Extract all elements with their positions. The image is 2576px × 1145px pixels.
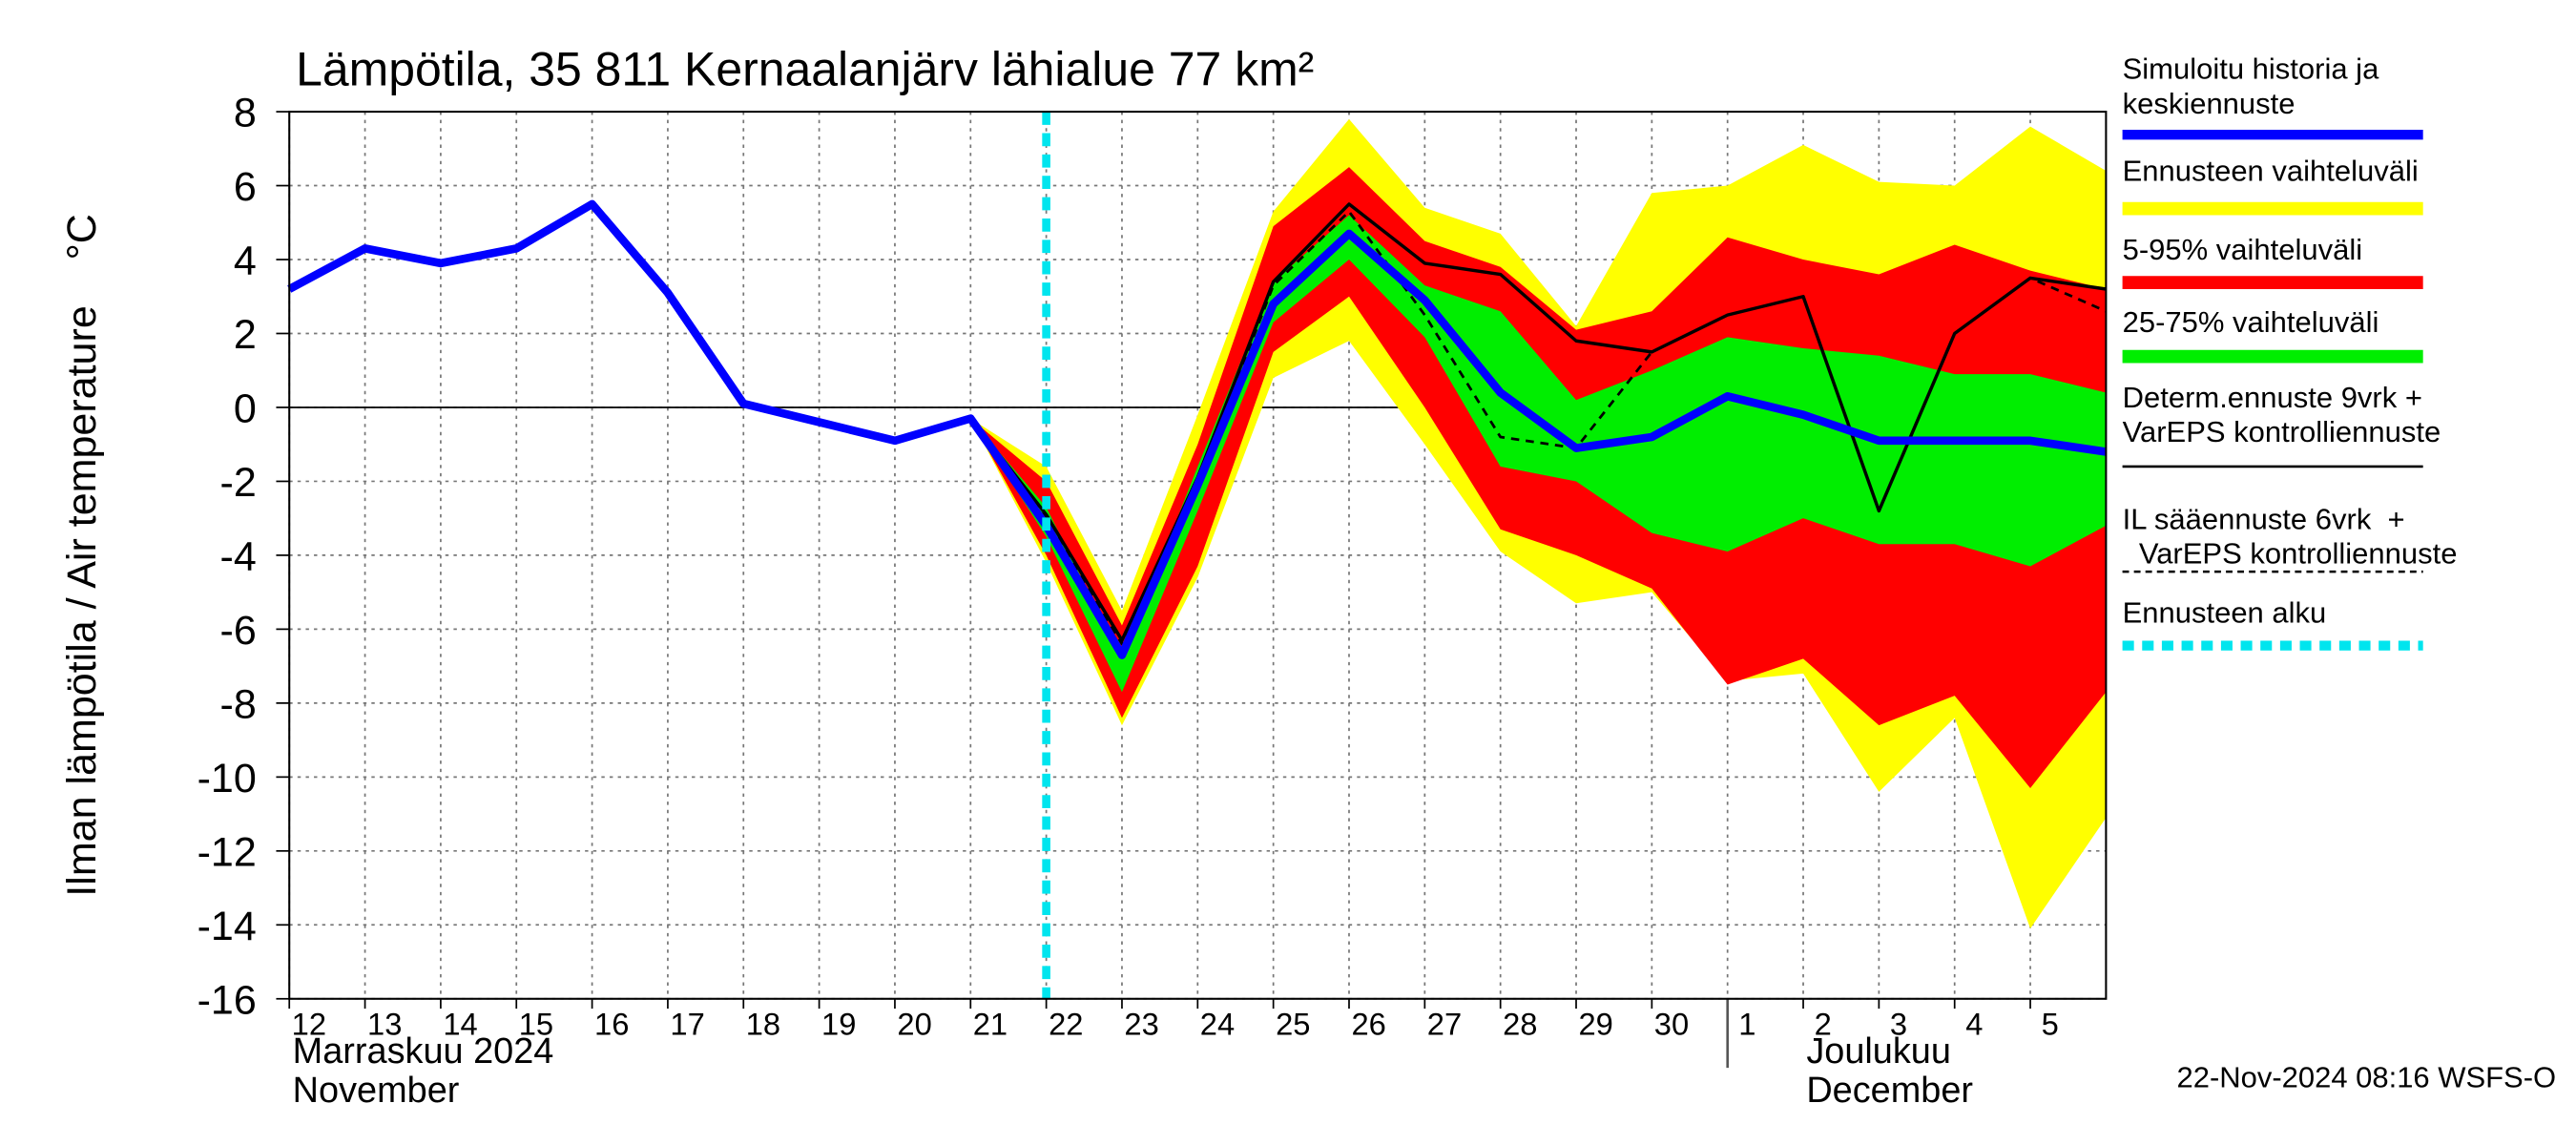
x-tick-label: 23 (1124, 1007, 1158, 1042)
x-tick-label: 30 (1654, 1007, 1689, 1042)
footer: 22-Nov-2024 08:16 WSFS-O (2177, 1061, 2557, 1094)
legend-label-box: Ennusteen alku (2122, 595, 2327, 630)
x-tick-label: 15 (519, 1007, 553, 1042)
x-tick-label: 18 (746, 1007, 780, 1042)
x-tick-label: 17 (670, 1007, 704, 1042)
y-tick-label: 6 (234, 164, 257, 210)
y-tick-label: 8 (234, 91, 257, 136)
x-tick-label: 1 (1738, 1007, 1755, 1042)
legend-label-box: Determ.ennuste 9vrk + VarEPS kontrollien… (2122, 381, 2441, 449)
y-tick-label: -14 (197, 904, 257, 949)
y-tick-label: -12 (197, 829, 257, 875)
x-tick-label: 20 (897, 1007, 931, 1042)
chart-title: Lämpötila, 35 811 Kernaalanjärv lähialue… (296, 43, 1314, 96)
x-tick-label: 29 (1578, 1007, 1612, 1042)
month-label: Joulukuu December (1806, 1031, 1974, 1111)
y-tick-label: -4 (220, 533, 257, 579)
x-tick-label: 22 (1049, 1007, 1083, 1042)
legend-label-box: 25-75% vaihteluväli (2122, 305, 2379, 339)
x-tick-label: 3 (1890, 1007, 1907, 1042)
y-tick-label: 4 (234, 239, 257, 284)
legend-label: Simuloitu historia ja keskiennuste (2122, 52, 2379, 120)
series-line (968, 202, 2107, 642)
legend-label: Determ.ennuste 9vrk + VarEPS kontrollien… (2122, 381, 2441, 449)
legend-label: Ennusteen vaihteluväli (2122, 154, 2419, 188)
legend-label-box: Ennusteen vaihteluväli (2122, 154, 2419, 188)
y-tick-label: -6 (220, 608, 257, 654)
month-label-box: Marraskuu 2024 November (292, 1031, 554, 1111)
x-tick-label: 5 (2042, 1007, 2059, 1042)
x-tick-label: 27 (1427, 1007, 1462, 1042)
legend-label-box: Simuloitu historia ja keskiennuste (2122, 52, 2379, 120)
plot-frame (288, 111, 2108, 1000)
x-tick-label: 16 (594, 1007, 629, 1042)
series-line (287, 199, 2108, 659)
x-tick-label: 14 (443, 1007, 477, 1042)
y-tick-label: 0 (234, 385, 257, 431)
month-label-box: Joulukuu December (1806, 1031, 1974, 1111)
y-tick-label: -16 (197, 977, 257, 1023)
legend-label: 25-75% vaihteluväli (2122, 305, 2379, 339)
x-tick-label: 28 (1503, 1007, 1537, 1042)
x-tick-label: 2 (1815, 1007, 1832, 1042)
x-tick-label: 13 (367, 1007, 402, 1042)
y-tick-label: -10 (197, 756, 257, 802)
legend-label-box: IL sääennuste 6vrk + VarEPS kontrollienn… (2122, 502, 2458, 571)
x-tick-label: 24 (1200, 1007, 1235, 1042)
month-label: Marraskuu 2024 November (292, 1031, 554, 1111)
band-area (970, 167, 2107, 788)
x-tick-label: 21 (973, 1007, 1008, 1042)
y-tick-label: -8 (220, 681, 257, 727)
x-tick-label: 26 (1351, 1007, 1385, 1042)
y-axis-label: Ilman lämpötila / Air temperature °C (59, 214, 105, 897)
legend-label: IL sääennuste 6vrk + VarEPS kontrollienn… (2122, 502, 2458, 571)
y-tick-label: 2 (234, 312, 257, 358)
x-tick-label: 4 (1965, 1007, 1983, 1042)
y-tick-label: -2 (220, 460, 257, 506)
legend-label: 5-95% vaihteluväli (2122, 233, 2363, 266)
x-tick-label: 19 (821, 1007, 856, 1042)
legend-label: Ennusteen alku (2122, 595, 2327, 630)
x-tick-label: 25 (1276, 1007, 1310, 1042)
legend-label-box: 5-95% vaihteluväli (2122, 233, 2363, 266)
x-tick-label: 12 (292, 1007, 326, 1042)
